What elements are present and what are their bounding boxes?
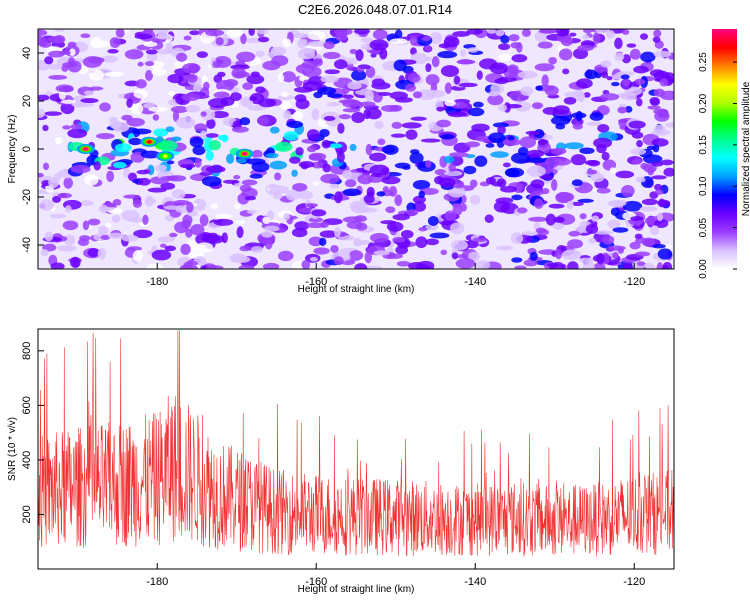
heatmap-ytick-label: 40 — [21, 47, 33, 59]
heatmap-ytick-label: -40 — [21, 237, 33, 253]
heatmap-ylabel: Frequency (Hz) — [7, 115, 18, 184]
snr-ytick-label: 200 — [21, 505, 33, 523]
colorbar-tick-label: 0.15 — [698, 135, 709, 155]
colorbar — [712, 29, 737, 269]
heatmap-ytick-label: -20 — [21, 189, 33, 205]
colorbar-tick-label: 0.05 — [698, 217, 709, 237]
heatmap-hotspot — [83, 147, 89, 151]
colorbar-tick-label: 0.10 — [698, 176, 709, 196]
snr-ytick-label: 400 — [21, 451, 33, 469]
heatmap-hotspot — [162, 154, 168, 158]
heatmap-xtick-label: -160 — [305, 276, 327, 288]
heatmap-field — [38, 29, 674, 269]
heatmap-xlabel: Height of straight line (km) — [298, 284, 415, 295]
snr-ytick-label: 800 — [21, 342, 33, 360]
heatmap-ytick-label: 20 — [21, 95, 33, 107]
snr-xtick-label: -140 — [464, 576, 486, 588]
heatmap-hotspot — [242, 152, 248, 156]
snr-xtick-label: -180 — [146, 576, 168, 588]
snr-xtick-label: -160 — [305, 576, 327, 588]
snr-ylabel: SNR (10 * v/v) — [7, 417, 18, 481]
snr-ytick-label: 600 — [21, 396, 33, 414]
heatmap-xtick-label: -120 — [623, 276, 645, 288]
heatmap-ytick-label: 0 — [21, 146, 33, 152]
snr-xlabel: Height of straight line (km) — [298, 584, 415, 595]
snr-chart: -180 -160 -140 -120 200 400 600 800 Height of s… — [7, 328, 675, 595]
colorbar-tick-label: 0.25 — [698, 52, 709, 72]
colorbar-tick-label: 0.00 — [698, 259, 709, 279]
snr-frame — [37, 328, 675, 570]
heatmap-xtick-label: -140 — [464, 276, 486, 288]
chart-title: C2E6.2026.048.07.01.R14 — [298, 2, 452, 17]
spectrogram-chart: -180 -160 -140 -120 -40 -20 0 20 40 Height of st… — [7, 28, 750, 295]
snr-series-line — [38, 330, 674, 557]
heatmap-hotspot — [146, 140, 152, 144]
heatmap-xtick-label: -180 — [146, 276, 168, 288]
colorbar-label: Normalized spectral amplitude — [741, 81, 750, 216]
colorbar-tick-label: 0.20 — [698, 93, 709, 113]
snr-xtick-label: -120 — [623, 576, 645, 588]
